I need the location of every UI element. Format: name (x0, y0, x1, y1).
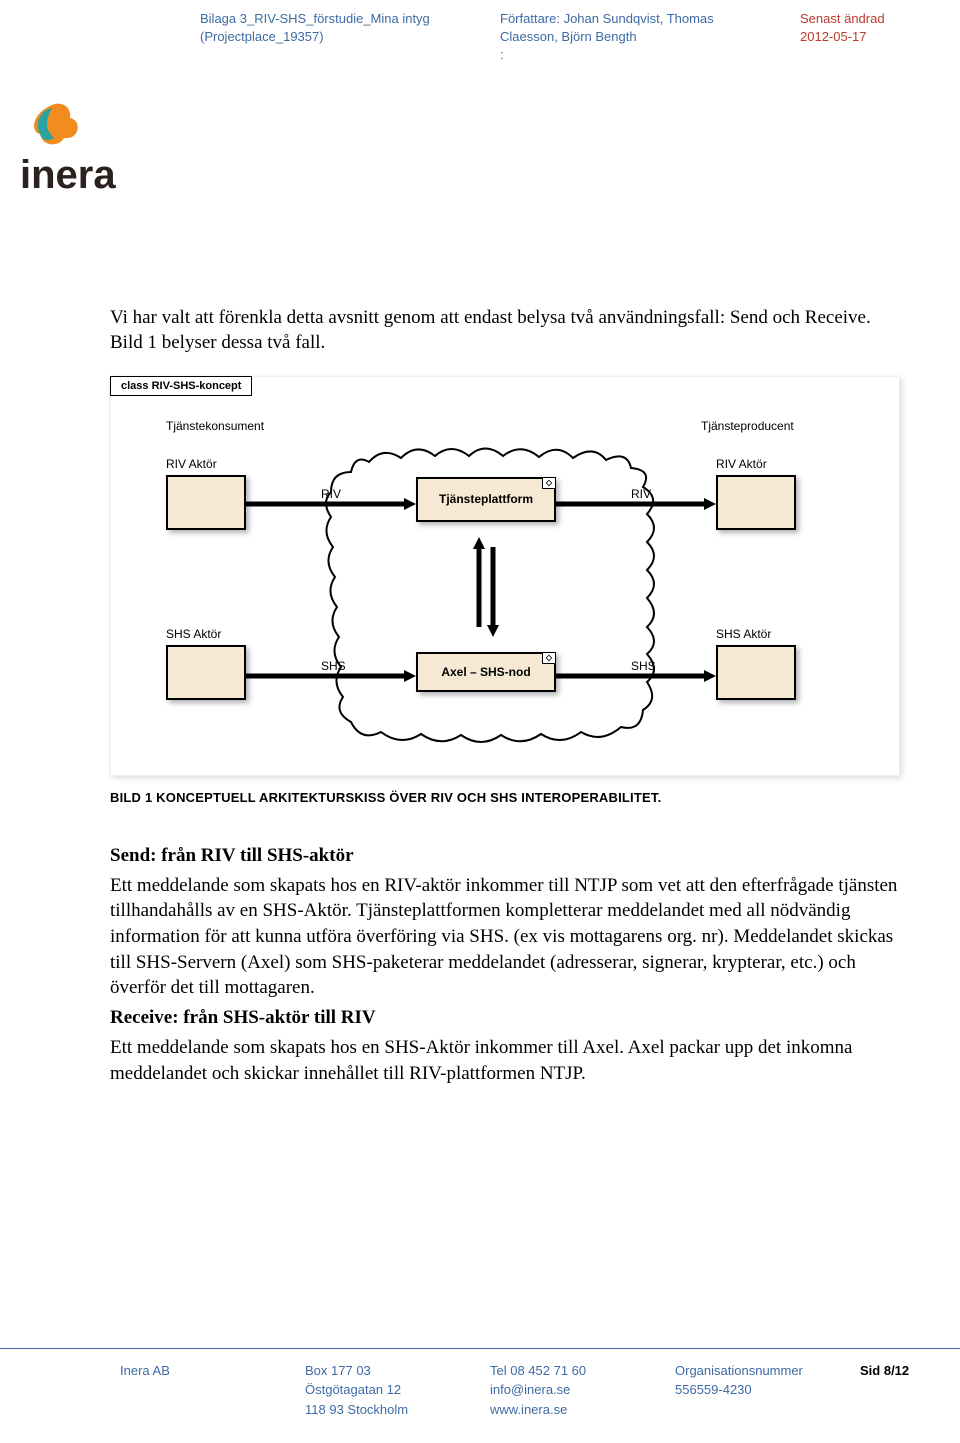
footer-tel: Tel 08 452 71 60 (490, 1361, 675, 1381)
doc-header: Bilaga 3_RIV-SHS_förstudie_Mina intyg (P… (0, 0, 960, 65)
footer-email: info@inera.se (490, 1380, 675, 1400)
header-right-line1: Senast ändrad (800, 10, 950, 28)
header-mid-line1: Författare: Johan Sundqvist, Thomas (500, 10, 800, 28)
arrow-riv-in-left (246, 497, 416, 511)
architecture-diagram: class RIV-SHS-koncept Tjänstekonsument T… (110, 376, 900, 776)
header-left: Bilaga 3_RIV-SHS_förstudie_Mina intyg (P… (200, 10, 500, 65)
footer-www: www.inera.se (490, 1400, 675, 1420)
footer-addr-2: Östgötagatan 12 (305, 1380, 490, 1400)
footer-org-label: Organisationsnummer (675, 1361, 860, 1381)
label-shs-aktor-right: SHS Aktör (716, 627, 771, 641)
label-riv-aktor-left: RIV Aktör (166, 457, 217, 471)
label-shs-aktor-left: SHS Aktör (166, 627, 221, 641)
header-mid: Författare: Johan Sundqvist, Thomas Clae… (500, 10, 800, 65)
header-left-line1: Bilaga 3_RIV-SHS_förstudie_Mina intyg (200, 10, 500, 28)
inera-logo-svg: inera (20, 100, 150, 200)
header-mid-line2: Claesson, Björn Bength (500, 28, 800, 46)
arrow-shs-out-right (556, 669, 716, 683)
logo-text: inera (20, 153, 116, 197)
footer-page: Sid 8/12 (860, 1361, 950, 1420)
figure-caption: BILD 1 KONCEPTUELL ARKITEKTURSKISS ÖVER … (110, 790, 900, 805)
footer-contact: Tel 08 452 71 60 info@inera.se www.inera… (490, 1361, 675, 1420)
box-tjansteplattform: Tjänsteplattform ◇ (416, 477, 556, 522)
label-tjansteproducent: Tjänsteproducent (701, 419, 794, 433)
footer-addr-3: 118 93 Stockholm (305, 1400, 490, 1420)
page-footer: Inera AB Box 177 03 Östgötagatan 12 118 … (0, 1348, 960, 1443)
footer-orgnr: Organisationsnummer 556559-4230 (675, 1361, 860, 1420)
header-right-line2: 2012-05-17 (800, 28, 950, 46)
send-heading: Send: från RIV till SHS-aktör (110, 845, 900, 867)
inera-logo: inera (20, 100, 150, 205)
label-tjanstekonsument: Tjänstekonsument (166, 419, 264, 433)
header-right: Senast ändrad 2012-05-17 (800, 10, 950, 65)
box-shs-aktor-right (716, 645, 796, 700)
receive-heading: Receive: från SHS-aktör till RIV (110, 1007, 900, 1029)
intro-paragraph: Vi har valt att förenkla detta avsnitt g… (110, 305, 900, 356)
arrow-riv-out-right (556, 497, 716, 511)
page-content: Vi har valt att förenkla detta avsnitt g… (0, 65, 960, 1087)
footer-company: Inera AB (120, 1361, 305, 1420)
box-tjansteplattform-label: Tjänsteplattform (439, 492, 533, 506)
label-riv-aktor-right: RIV Aktör (716, 457, 767, 471)
box-axel: Axel – SHS-nod ◇ (416, 652, 556, 692)
header-left-line2: (Projectplace_19357) (200, 28, 500, 46)
diagram-class-tab: class RIV-SHS-koncept (110, 376, 252, 396)
footer-addr-1: Box 177 03 (305, 1361, 490, 1381)
node-icon: ◇ (542, 477, 556, 489)
footer-org-num: 556559-4230 (675, 1380, 860, 1400)
receive-body: Ett meddelande som skapats hos en SHS-Ak… (110, 1035, 900, 1086)
box-riv-aktor-right (716, 475, 796, 530)
header-mid-line3: : (500, 46, 800, 64)
box-riv-aktor-left (166, 475, 246, 530)
arrow-shs-in-left (246, 669, 416, 683)
send-body: Ett meddelande som skapats hos en RIV-ak… (110, 873, 900, 1001)
box-axel-label: Axel – SHS-nod (441, 665, 530, 679)
footer-address: Box 177 03 Östgötagatan 12 118 93 Stockh… (305, 1361, 490, 1420)
box-shs-aktor-left (166, 645, 246, 700)
node-icon: ◇ (542, 652, 556, 664)
arrow-vertical-bidirectional (466, 537, 506, 637)
